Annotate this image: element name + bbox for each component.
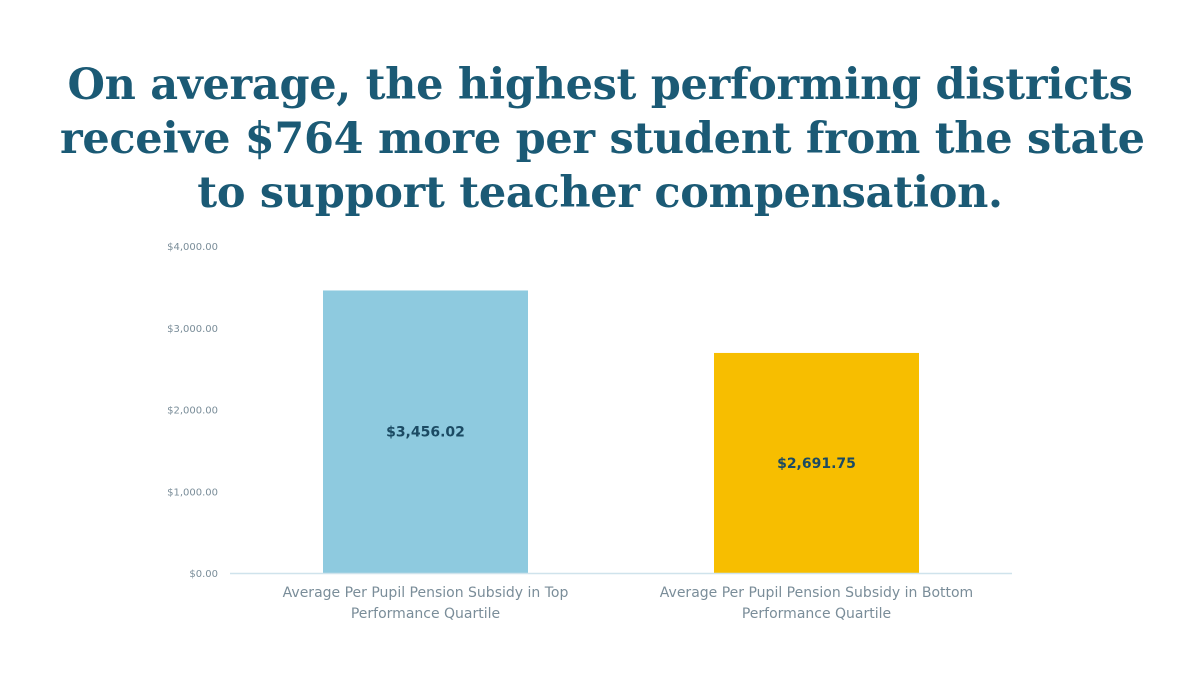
- y-tick-label: $2,000.00: [167, 406, 218, 417]
- bar-value-labels: $3,456.02 $2,691.75: [386, 425, 856, 472]
- bars: [323, 290, 919, 573]
- bar: [714, 352, 919, 573]
- y-axis-ticks: $0.00 $1,000.00 $2,000.00 $3,000.00 $4,000.0…: [167, 242, 218, 580]
- bar-value-label: $3,456.02: [386, 425, 465, 441]
- headline-line-1: On average, the highest performing distr…: [67, 60, 1133, 110]
- category-label: Average Per Pupil Pension Subsidy in Bot…: [660, 585, 973, 622]
- y-tick-label: $1,000.00: [167, 487, 218, 498]
- y-tick-label: $4,000.00: [167, 242, 218, 253]
- bar-value-label: $2,691.75: [777, 456, 856, 472]
- category-label: Average Per Pupil Pension Subsidy in Top…: [283, 585, 569, 622]
- headline-line-2: receive $764 more per student from the s…: [60, 114, 1145, 164]
- y-tick-label: $0.00: [189, 569, 218, 580]
- category-labels: Average Per Pupil Pension Subsidy in Top…: [283, 585, 974, 622]
- headline: On average, the highest performing distr…: [60, 58, 1145, 220]
- y-tick-label: $3,000.00: [167, 324, 218, 335]
- headline-line-3: to support teacher compensation.: [197, 168, 1003, 218]
- bar: [323, 290, 528, 573]
